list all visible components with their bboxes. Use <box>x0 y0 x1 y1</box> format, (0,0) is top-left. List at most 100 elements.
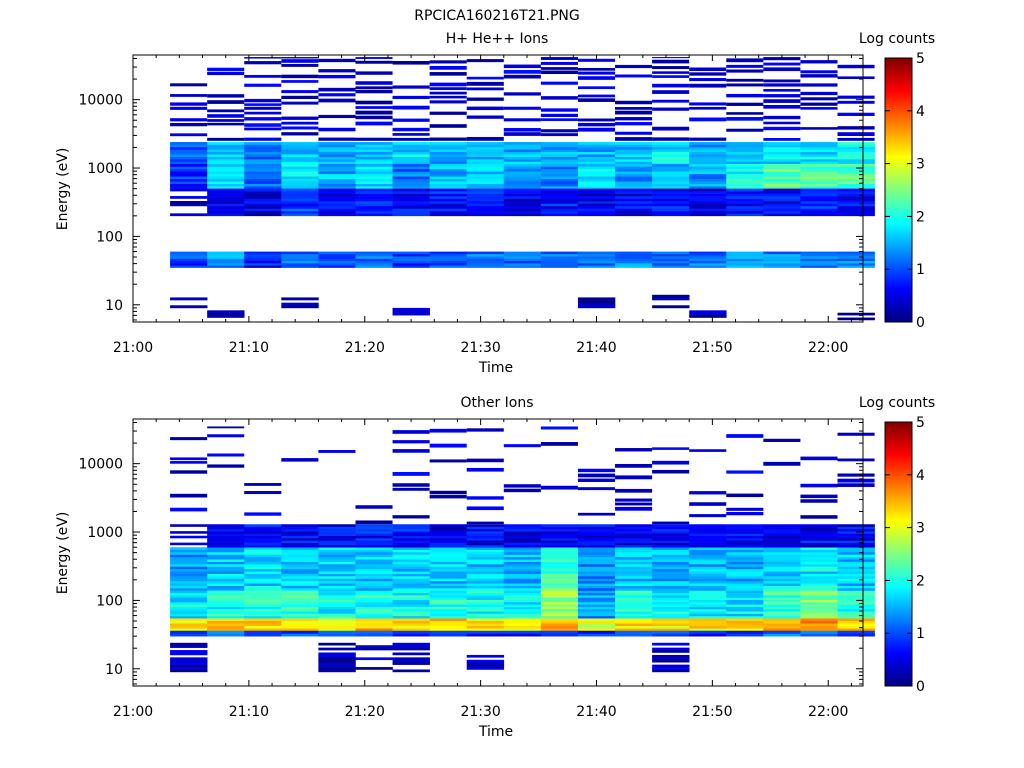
heatmap-cell <box>170 178 208 182</box>
heatmap-cell <box>244 538 282 541</box>
heatmap-cell <box>726 566 764 570</box>
heatmap-cell <box>652 198 690 202</box>
heatmap-cell <box>318 137 356 141</box>
heatmap-cell <box>689 561 727 565</box>
heatmap-cell <box>355 520 393 525</box>
heatmap-cell <box>689 251 727 255</box>
heatmap-cell <box>800 142 838 145</box>
heatmap-cell <box>615 585 653 589</box>
heatmap-cell <box>318 161 356 165</box>
heatmap-cell <box>466 166 505 170</box>
heatmap-cell <box>837 191 875 194</box>
heatmap-cell <box>207 188 245 192</box>
heatmap-cell <box>244 571 282 574</box>
heatmap-cell <box>281 156 319 160</box>
heatmap-cell <box>392 191 430 194</box>
heatmap-cell <box>429 87 467 91</box>
heatmap-cell <box>800 615 838 619</box>
heatmap-cell <box>652 659 690 663</box>
heatmap-cell <box>763 438 801 442</box>
heatmap-cell <box>726 573 764 577</box>
heatmap-cell <box>652 66 690 70</box>
heatmap-cell <box>170 657 208 661</box>
heatmap-cell <box>652 590 690 594</box>
heatmap-cell <box>318 606 356 610</box>
heatmap-cell <box>170 597 208 600</box>
heatmap-cell <box>837 146 875 150</box>
heatmap-cell <box>429 198 468 202</box>
heatmap-cell <box>577 576 616 579</box>
heatmap-cell <box>466 205 505 209</box>
heatmap-cell <box>170 258 208 262</box>
heatmap-cell <box>207 265 245 268</box>
heatmap-cell <box>244 163 282 167</box>
heatmap-cell <box>392 85 430 89</box>
heatmap-cell <box>281 608 319 612</box>
heatmap-cell <box>318 168 356 172</box>
heatmap-cell <box>244 263 282 266</box>
heatmap-cell <box>837 132 875 137</box>
heatmap-cell <box>800 191 838 194</box>
heatmap-cell <box>726 633 764 637</box>
heatmap-cell <box>207 315 245 318</box>
heatmap-cell <box>318 595 356 598</box>
heatmap-cell <box>689 102 727 106</box>
heatmap-cell <box>726 208 764 212</box>
heatmap-cell <box>615 573 653 577</box>
heatmap-cell <box>615 475 653 480</box>
heatmap-cell <box>429 495 467 499</box>
heatmap-cell <box>466 554 505 558</box>
heatmap-cell <box>652 547 690 550</box>
heatmap-cell <box>207 109 245 113</box>
heatmap-cell <box>540 61 578 65</box>
heatmap-cell <box>429 205 468 209</box>
heatmap-cell <box>355 535 393 539</box>
heatmap-cell <box>392 205 430 209</box>
heatmap-cell <box>466 156 505 160</box>
heatmap-cell <box>281 535 319 539</box>
heatmap-cell <box>540 568 579 572</box>
heatmap-cell <box>652 183 690 187</box>
heatmap-cell <box>726 613 764 617</box>
heatmap-cell <box>207 426 245 429</box>
heatmap-cell <box>689 564 727 567</box>
heatmap-cell <box>615 131 653 135</box>
heatmap-cell <box>689 210 727 214</box>
heatmap-cell <box>170 611 208 614</box>
heatmap-cell <box>726 156 764 160</box>
heatmap-cell <box>800 151 838 155</box>
heatmap-cell <box>503 151 542 155</box>
x-axis: 21:00 21:10 21:20 21:30 21:40 21:50 22:00 <box>113 419 852 720</box>
heatmap-cell <box>429 178 468 182</box>
heatmap-cell <box>429 200 468 204</box>
heatmap-cell <box>392 449 430 453</box>
heatmap-cell <box>615 604 653 607</box>
heatmap-cell <box>244 590 282 594</box>
heatmap-cell <box>726 533 764 537</box>
heatmap-cell <box>170 168 208 172</box>
heatmap-cell <box>466 662 505 665</box>
heatmap-cell <box>429 608 468 612</box>
heatmap-cell <box>318 256 356 259</box>
heatmap-cell <box>689 200 727 204</box>
heatmap-cell <box>577 618 616 621</box>
heatmap-cell <box>800 74 838 78</box>
heatmap-cell <box>800 91 838 96</box>
heatmap-cell <box>207 580 245 584</box>
heatmap-cell <box>355 106 393 109</box>
heatmap-cell <box>392 188 430 192</box>
heatmap-cell <box>577 156 616 160</box>
heatmap-cell <box>503 613 542 617</box>
heatmap-cell <box>392 556 430 560</box>
heatmap-cell <box>244 176 282 180</box>
heatmap-cell <box>577 535 616 539</box>
heatmap-cell <box>244 260 282 264</box>
heatmap-cell <box>689 198 727 202</box>
heatmap-cell <box>244 576 282 579</box>
heatmap-cell <box>689 613 727 617</box>
heatmap-cell <box>355 115 393 120</box>
heatmap-cell <box>652 166 690 170</box>
heatmap-cell <box>429 568 468 572</box>
heatmap-cell <box>689 449 727 452</box>
